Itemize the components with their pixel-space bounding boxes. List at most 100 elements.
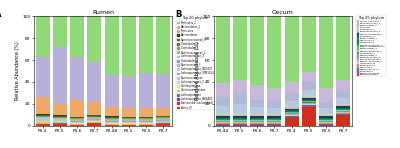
Bar — [156, 124, 170, 126]
Bar — [105, 116, 118, 117]
Text: A: A — [0, 10, 2, 19]
Bar — [302, 105, 316, 106]
Bar — [285, 114, 298, 115]
Bar — [250, 115, 264, 116]
Bar — [156, 108, 170, 116]
Bar — [216, 83, 230, 97]
Bar — [36, 114, 50, 115]
Bar — [156, 16, 170, 74]
Bar — [285, 116, 298, 117]
Bar — [268, 101, 281, 108]
Bar — [36, 117, 50, 118]
Bar — [250, 118, 264, 119]
Bar — [156, 74, 170, 108]
Bar — [36, 121, 50, 122]
Bar — [285, 111, 298, 112]
Bar — [285, 113, 298, 114]
Bar — [319, 119, 333, 120]
Title: Rumen: Rumen — [92, 9, 114, 15]
Bar — [70, 100, 84, 117]
Bar — [216, 123, 230, 124]
Bar — [122, 120, 136, 121]
Bar — [250, 107, 264, 114]
Bar — [268, 16, 281, 88]
Bar — [268, 88, 281, 101]
Bar — [122, 125, 136, 126]
Bar — [139, 73, 153, 108]
Bar — [233, 121, 247, 122]
Y-axis label: Relative Abundance (%): Relative Abundance (%) — [194, 42, 200, 100]
Bar — [70, 118, 84, 119]
Bar — [233, 122, 247, 123]
Bar — [156, 117, 170, 118]
Bar — [233, 93, 247, 104]
Bar — [302, 100, 316, 101]
Bar — [36, 119, 50, 121]
Bar — [88, 122, 101, 123]
Bar — [105, 123, 118, 124]
Bar — [233, 115, 247, 116]
Bar — [233, 124, 247, 125]
Bar — [36, 97, 50, 114]
Bar — [88, 102, 101, 115]
Y-axis label: Relative Abundance (%): Relative Abundance (%) — [14, 42, 20, 100]
Bar — [302, 104, 316, 105]
Bar — [139, 117, 153, 118]
Bar — [216, 116, 230, 118]
Bar — [250, 124, 264, 125]
Bar — [216, 119, 230, 120]
Bar — [319, 125, 333, 126]
Bar — [336, 99, 350, 104]
Bar — [216, 124, 230, 125]
Bar — [302, 72, 316, 82]
Bar — [139, 119, 153, 120]
Bar — [156, 120, 170, 121]
Bar — [88, 118, 101, 119]
Bar — [285, 115, 298, 116]
Bar — [268, 121, 281, 122]
Bar — [336, 112, 350, 113]
Bar — [53, 122, 67, 123]
Bar — [139, 118, 153, 119]
Bar — [36, 57, 50, 97]
Bar — [53, 16, 67, 47]
Bar — [88, 62, 101, 102]
Bar — [268, 116, 281, 118]
Bar — [122, 117, 136, 118]
Bar — [319, 108, 333, 114]
Bar — [233, 120, 247, 121]
Bar — [319, 88, 333, 102]
Bar — [285, 117, 298, 126]
Bar — [36, 118, 50, 119]
Bar — [216, 125, 230, 126]
Bar — [53, 118, 67, 119]
Bar — [53, 123, 67, 124]
Bar — [336, 79, 350, 91]
Bar — [250, 121, 264, 122]
Bar — [105, 75, 118, 107]
Bar — [268, 118, 281, 119]
Bar — [139, 16, 153, 73]
Bar — [88, 124, 101, 126]
Bar — [105, 122, 118, 123]
Bar — [268, 114, 281, 115]
Bar — [319, 16, 333, 88]
Bar — [216, 118, 230, 119]
Title: Cecum: Cecum — [272, 9, 294, 15]
Bar — [122, 108, 136, 117]
Bar — [336, 91, 350, 99]
Bar — [70, 120, 84, 121]
Bar — [319, 120, 333, 121]
Bar — [302, 99, 316, 100]
Bar — [156, 123, 170, 124]
Bar — [233, 118, 247, 119]
Bar — [216, 121, 230, 122]
Bar — [139, 125, 153, 126]
Legend: Cecum_dominant, Lachnospiraceae_4, Bacteroidetes_5, Firmicutes, Clostridiales_5,: Cecum_dominant, Lachnospiraceae_4, Bacte… — [356, 15, 386, 76]
Bar — [336, 106, 350, 108]
Bar — [105, 107, 118, 116]
Bar — [336, 108, 350, 109]
Bar — [216, 16, 230, 83]
Bar — [139, 121, 153, 122]
Bar — [336, 111, 350, 112]
